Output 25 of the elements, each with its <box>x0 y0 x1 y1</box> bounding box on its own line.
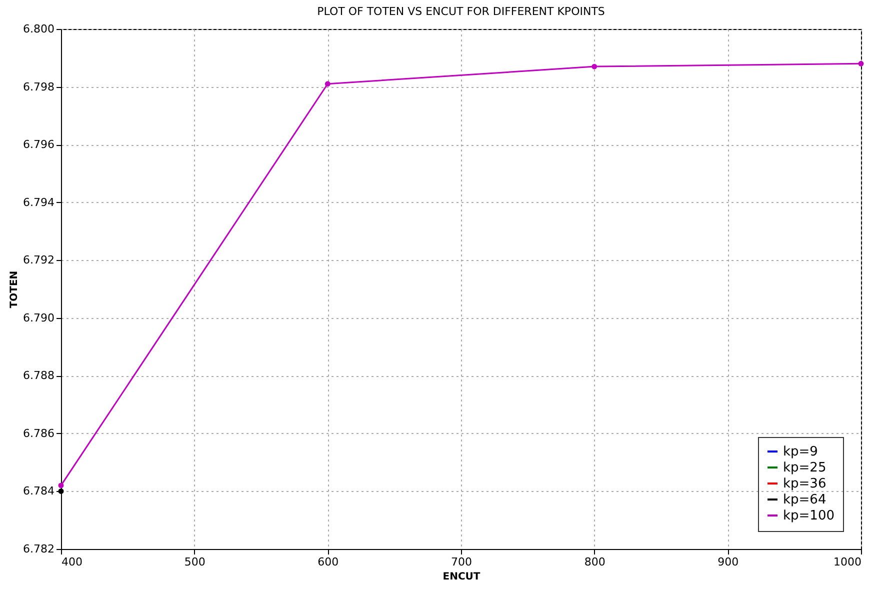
y-tick-label: 6.788 <box>23 369 54 382</box>
y-tick-label: 6.784 <box>23 484 54 498</box>
y-tick-label: 6.794 <box>23 196 54 209</box>
y-tick-label: 6.782 <box>23 542 54 556</box>
legend-label: kp=100 <box>783 508 834 524</box>
x-tick-label: 400 <box>62 556 82 568</box>
x-tick-label: 900 <box>718 556 739 568</box>
x-tick-label: 600 <box>318 556 339 568</box>
x-tick-label: 800 <box>584 556 606 568</box>
x-axis-title: ENCUT <box>442 572 480 582</box>
y-tick-label: 6.786 <box>23 426 54 440</box>
x-tick-label: 1000 <box>834 556 862 568</box>
y-tick-label: 6.800 <box>23 22 54 36</box>
chart-title: PLOT OF TOTEN VS ENCUT FOR DIFFERENT KPOINTS <box>317 5 605 18</box>
legend-label: kp=36 <box>783 476 826 492</box>
y-tick-label: 6.792 <box>23 254 54 267</box>
y-tick-label: 6.790 <box>23 311 54 324</box>
legend-label: kp=9 <box>783 444 818 460</box>
legend-label: kp=25 <box>783 460 826 476</box>
legend-label: kp=64 <box>783 492 826 508</box>
y-axis-title: TOTEN <box>9 270 20 308</box>
y-tick-label: 6.796 <box>23 138 54 152</box>
x-tick-label: 700 <box>451 556 472 568</box>
x-tick-label: 500 <box>184 556 206 568</box>
y-tick-label: 6.798 <box>23 80 54 94</box>
